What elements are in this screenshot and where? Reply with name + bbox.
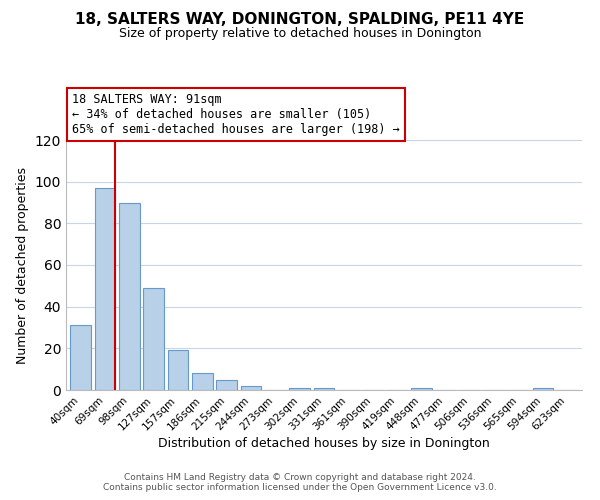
Bar [167, 350, 188, 390]
Bar [533, 388, 553, 390]
Text: Size of property relative to detached houses in Donington: Size of property relative to detached ho… [119, 28, 481, 40]
Bar [143, 288, 164, 390]
Bar [95, 188, 115, 390]
Text: Contains HM Land Registry data © Crown copyright and database right 2024.
Contai: Contains HM Land Registry data © Crown c… [103, 473, 497, 492]
Bar [289, 388, 310, 390]
Bar [314, 388, 334, 390]
Bar [192, 374, 212, 390]
X-axis label: Distribution of detached houses by size in Donington: Distribution of detached houses by size … [158, 438, 490, 450]
Bar [411, 388, 432, 390]
Bar [70, 326, 91, 390]
Bar [119, 202, 140, 390]
Y-axis label: Number of detached properties: Number of detached properties [16, 166, 29, 364]
Text: 18 SALTERS WAY: 91sqm
← 34% of detached houses are smaller (105)
65% of semi-det: 18 SALTERS WAY: 91sqm ← 34% of detached … [72, 93, 400, 136]
Text: 18, SALTERS WAY, DONINGTON, SPALDING, PE11 4YE: 18, SALTERS WAY, DONINGTON, SPALDING, PE… [76, 12, 524, 28]
Bar [216, 380, 237, 390]
Bar [241, 386, 262, 390]
